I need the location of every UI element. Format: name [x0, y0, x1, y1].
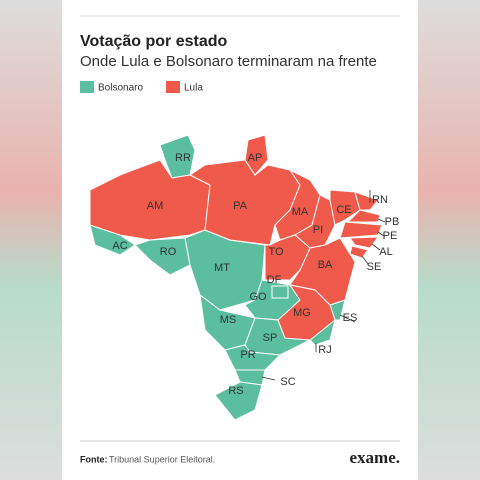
state-label: SE [367, 261, 382, 273]
leader-line [377, 231, 385, 237]
state-label: SC [280, 376, 295, 388]
state-label: RR [175, 152, 191, 164]
state-label: RS [228, 385, 243, 397]
state-label: MS [220, 314, 237, 326]
state-label: CE [336, 204, 351, 216]
state-label: PB [385, 216, 400, 228]
state-label: GO [249, 291, 267, 303]
state [264, 234, 311, 281]
state-label: DF [267, 274, 282, 286]
state [349, 236, 380, 249]
state [244, 134, 269, 176]
legend: Bolsonaro Lula [80, 81, 203, 94]
background [0, 0, 62, 480]
source-label: Fonte: [80, 454, 108, 464]
state-label: PR [240, 349, 255, 361]
legend-swatch [80, 81, 94, 93]
state-label: RJ [318, 344, 331, 356]
legend-label: Bolsonaro [98, 83, 143, 94]
leader-line [361, 255, 369, 265]
state-label: TO [268, 246, 284, 258]
legend-label: Lula [184, 83, 203, 94]
title: Votação por estado [80, 33, 228, 50]
state-label: PE [383, 230, 398, 242]
state-label: PA [233, 200, 248, 212]
state [277, 284, 336, 341]
background [418, 0, 480, 480]
state-label: AL [379, 246, 392, 258]
state-label: AP [248, 152, 263, 164]
state-label: AM [147, 200, 164, 212]
source: Tribunal Superior Eleitoral. [109, 454, 215, 464]
state-label: RN [372, 194, 388, 206]
state [349, 245, 369, 259]
state-label: RO [160, 246, 177, 258]
leader-line [261, 376, 276, 381]
state-label: SP [263, 332, 278, 344]
state-label: PI [313, 224, 323, 236]
state-label: BA [318, 259, 333, 271]
state [346, 209, 381, 223]
state-label: MG [293, 307, 311, 319]
leader-line [377, 218, 386, 223]
leader-line [339, 314, 356, 323]
state [271, 285, 289, 299]
state [339, 221, 383, 239]
subtitle: Onde Lula e Bolsonaro terminaram na fren… [80, 53, 377, 70]
state-label: MT [214, 262, 230, 274]
state-label: ES [343, 312, 358, 324]
logo: exame. [349, 448, 400, 467]
state-label: MA [292, 206, 309, 218]
state [214, 381, 263, 421]
legend-swatch [166, 81, 180, 93]
state-label: AC [112, 240, 127, 252]
leader-line [371, 243, 381, 251]
